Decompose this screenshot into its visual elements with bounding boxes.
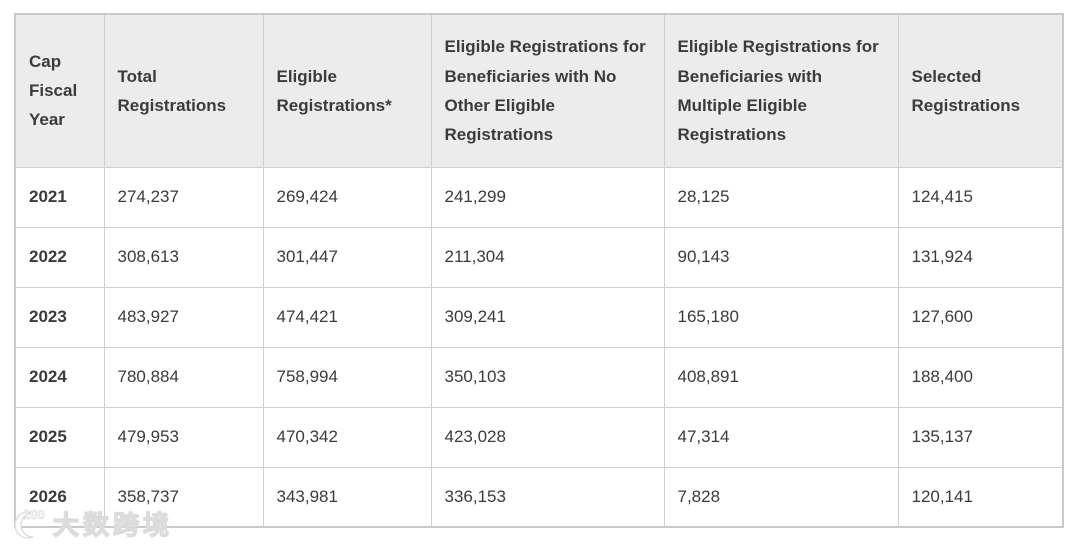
data-cell: 47,314: [663, 406, 899, 468]
data-cell: 90,143: [663, 226, 899, 288]
header-cell-total-registrations: Total Registrations: [103, 13, 264, 168]
table-row-2026: 2026 358,737 343,981 336,153 7,828 120,1…: [14, 466, 1064, 528]
data-cell: 188,400: [897, 346, 1064, 408]
data-cell: 124,415: [897, 166, 1064, 228]
data-cell: 483,927: [103, 286, 264, 348]
data-cell: 479,953: [103, 406, 264, 468]
table-row-2024: 2024 780,884 758,994 350,103 408,891 188…: [14, 346, 1064, 408]
table-row-2022: 2022 308,613 301,447 211,304 90,143 131,…: [14, 226, 1064, 288]
data-cell: 165,180: [663, 286, 899, 348]
data-cell: 120,141: [897, 466, 1064, 528]
data-cell: 135,137: [897, 406, 1064, 468]
data-cell: 211,304: [430, 226, 665, 288]
data-cell: 309,241: [430, 286, 665, 348]
data-cell: 269,424: [262, 166, 432, 228]
data-cell: 274,237: [103, 166, 264, 228]
data-cell: 780,884: [103, 346, 264, 408]
data-cell: 336,153: [430, 466, 665, 528]
table-body: 2021 274,237 269,424 241,299 28,125 124,…: [14, 166, 1064, 528]
header-row: Cap Fiscal Year Total Registrations Elig…: [14, 13, 1064, 168]
data-cell: 28,125: [663, 166, 899, 228]
data-cell: 127,600: [897, 286, 1064, 348]
registrations-table: Cap Fiscal Year Total Registrations Elig…: [14, 13, 1064, 528]
data-cell: 343,981: [262, 466, 432, 528]
data-cell: 7,828: [663, 466, 899, 528]
table-header: Cap Fiscal Year Total Registrations Elig…: [14, 13, 1064, 168]
table-row-2025: 2025 479,953 470,342 423,028 47,314 135,…: [14, 406, 1064, 468]
year-cell: 2026: [14, 466, 105, 528]
data-cell: 474,421: [262, 286, 432, 348]
data-cell: 358,737: [103, 466, 264, 528]
table-row-2023: 2023 483,927 474,421 309,241 165,180 127…: [14, 286, 1064, 348]
year-cell: 2025: [14, 406, 105, 468]
year-cell: 2022: [14, 226, 105, 288]
data-cell: 758,994: [262, 346, 432, 408]
header-cell-no-other-eligible: Eligible Registrations for Beneficiaries…: [430, 13, 665, 168]
year-cell: 2024: [14, 346, 105, 408]
header-cell-multiple-eligible: Eligible Registrations for Beneficiaries…: [663, 13, 899, 168]
data-cell: 308,613: [103, 226, 264, 288]
data-cell: 241,299: [430, 166, 665, 228]
data-cell: 408,891: [663, 346, 899, 408]
data-cell: 423,028: [430, 406, 665, 468]
year-cell: 2021: [14, 166, 105, 228]
data-cell: 350,103: [430, 346, 665, 408]
year-cell: 2023: [14, 286, 105, 348]
data-cell: 470,342: [262, 406, 432, 468]
header-cell-cap-fiscal-year: Cap Fiscal Year: [14, 13, 105, 168]
table-row-2021: 2021 274,237 269,424 241,299 28,125 124,…: [14, 166, 1064, 228]
header-cell-eligible-registrations: Eligible Registrations*: [262, 13, 432, 168]
header-cell-selected-registrations: Selected Registrations: [897, 13, 1064, 168]
table-container: Cap Fiscal Year Total Registrations Elig…: [14, 13, 1064, 528]
data-cell: 131,924: [897, 226, 1064, 288]
data-cell: 301,447: [262, 226, 432, 288]
